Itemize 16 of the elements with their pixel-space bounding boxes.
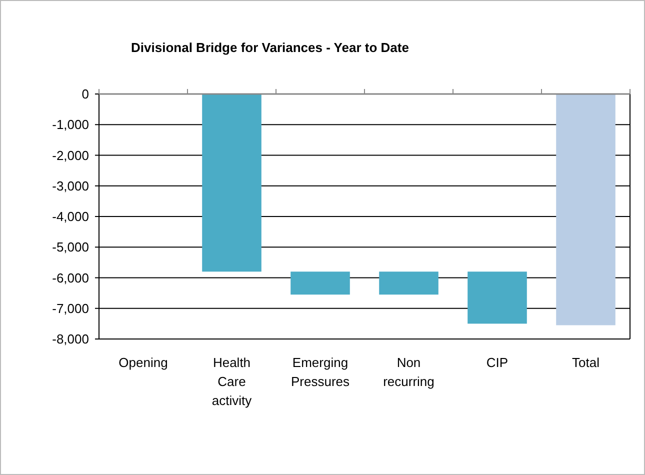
y-tick-label: -7,000 [52, 300, 89, 316]
y-tick-label: -5,000 [52, 240, 89, 255]
y-tick-label: -1,000 [52, 117, 89, 132]
x-tick-label: Emerging Pressures [290, 355, 350, 389]
x-tick-label: Total [572, 355, 600, 370]
x-tick-label: Opening [118, 355, 168, 370]
y-tick-label: -6,000 [52, 270, 89, 286]
x-tick-label: Non recurring [383, 355, 434, 389]
y-tick-label: -8,000 [52, 332, 89, 347]
x-tick-label: Health Care activity [212, 355, 252, 408]
x-tick-label: CIP [486, 355, 508, 370]
y-tick-label: 0 [82, 86, 89, 102]
chart-title: Divisional Bridge for Variances - Year to Date [131, 40, 409, 55]
y-tick-label: -4,000 [52, 209, 89, 224]
y-tick-label: -2,000 [52, 148, 89, 163]
y-tick-label: -3,000 [52, 178, 89, 194]
